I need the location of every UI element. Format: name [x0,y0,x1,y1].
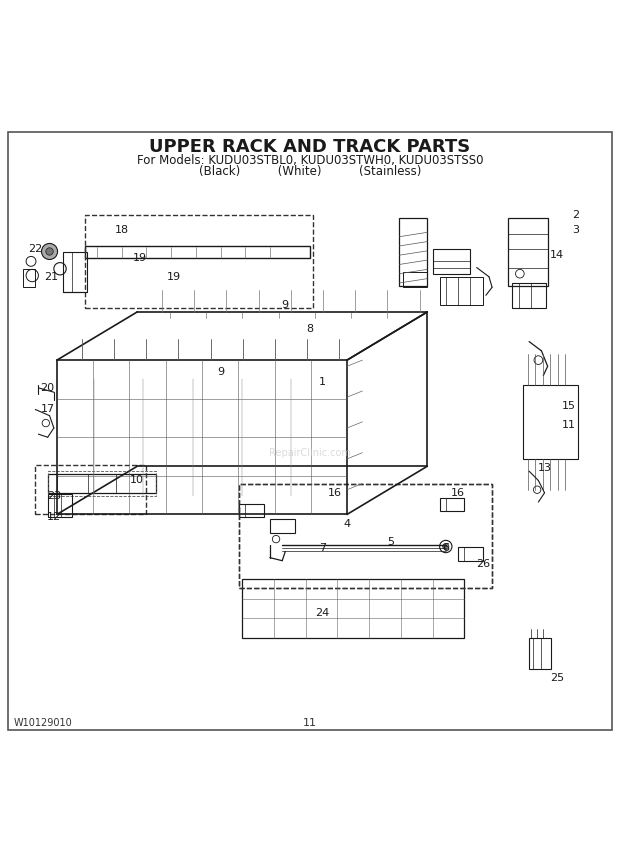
Text: 18: 18 [115,225,129,235]
Bar [440,497,464,511]
Bar [239,484,492,588]
Circle shape [46,247,53,255]
Bar [433,249,471,274]
Text: For Models: KUDU03STBL0, KUDU03STWH0, KUDU03STSS0: For Models: KUDU03STBL0, KUDU03STWH0, KU… [137,154,483,167]
Bar [48,494,73,518]
Text: 20: 20 [41,383,55,393]
Bar [458,547,483,561]
Text: 7: 7 [319,544,326,553]
Text: 15: 15 [562,401,576,412]
Bar [523,385,578,459]
Text: 11: 11 [562,420,576,430]
Bar [48,471,156,496]
Bar [35,465,146,514]
Text: 19: 19 [133,253,148,264]
Bar [529,638,551,669]
Circle shape [443,544,449,550]
Text: 16: 16 [451,488,465,498]
Text: 9: 9 [281,300,289,310]
Text: 3: 3 [572,225,579,235]
Circle shape [42,243,58,259]
Text: 21: 21 [43,272,58,282]
Bar [508,218,547,286]
Text: 17: 17 [41,405,55,414]
Text: 9: 9 [217,367,224,377]
Text: 14: 14 [550,250,564,260]
Text: 8: 8 [306,324,314,334]
Bar [242,580,464,638]
Text: 10: 10 [130,475,144,485]
Bar [402,272,427,288]
Text: 4: 4 [343,519,350,529]
Text: 24: 24 [315,608,329,618]
Bar [440,276,483,305]
Text: 25: 25 [550,673,564,683]
Text: 6: 6 [442,544,450,553]
Bar [239,504,264,518]
Text: 16: 16 [328,488,342,498]
Bar [270,520,294,533]
Bar [85,215,313,307]
Text: 13: 13 [538,463,552,473]
Bar [399,218,427,286]
Bar [239,484,492,588]
Bar [48,474,156,493]
Bar [85,246,310,259]
Text: (Black)          (White)          (Stainless): (Black) (White) (Stainless) [199,164,421,178]
Text: 12: 12 [46,513,61,522]
Text: 22: 22 [29,244,42,254]
Text: RepairClinic.com: RepairClinic.com [269,448,351,458]
Text: 11: 11 [303,718,317,728]
Text: 5: 5 [387,538,394,547]
Text: 1: 1 [319,377,326,387]
Bar [63,252,87,292]
Text: 19: 19 [167,272,181,282]
Text: UPPER RACK AND TRACK PARTS: UPPER RACK AND TRACK PARTS [149,138,471,156]
Bar [23,269,35,288]
Text: 23: 23 [46,490,61,501]
Text: W10129010: W10129010 [14,718,73,728]
Text: 2: 2 [572,210,579,220]
Bar [513,283,546,307]
Text: 26: 26 [476,559,490,568]
